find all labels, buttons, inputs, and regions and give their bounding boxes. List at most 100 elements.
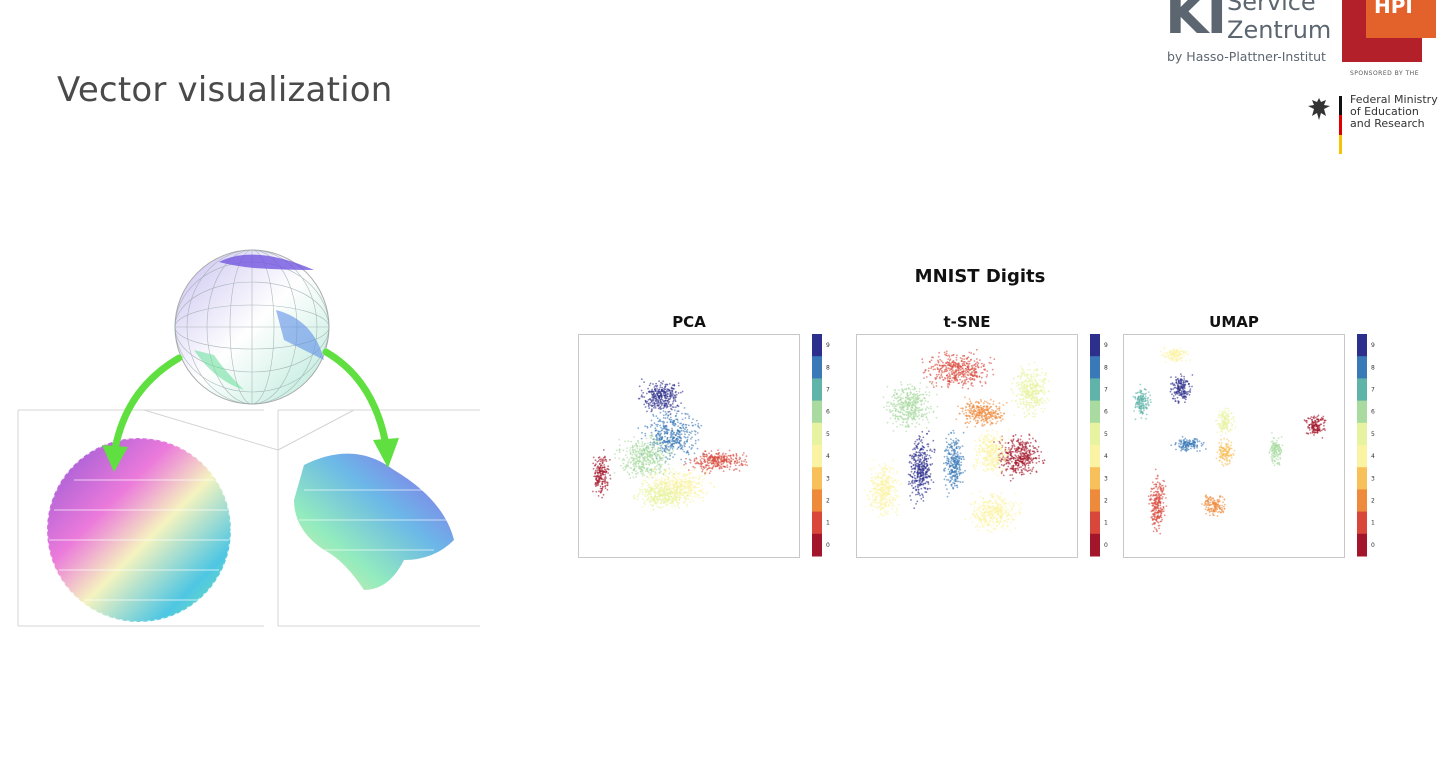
scatter-point: [982, 418, 984, 421]
scatter-point: [900, 393, 903, 395]
scatter-point: [677, 425, 680, 427]
scatter-point: [686, 505, 689, 508]
scatter-point: [918, 481, 921, 483]
scatter-point: [898, 403, 901, 406]
scatter-point: [1030, 453, 1033, 456]
scatter-point: [1004, 446, 1007, 449]
scatter-point: [740, 460, 743, 463]
scatter-point: [913, 388, 916, 391]
scatter-point: [703, 453, 706, 456]
scatter-point: [670, 471, 673, 474]
scatter-point: [1011, 455, 1014, 458]
scatter-point: [671, 423, 674, 426]
scatter-point: [655, 487, 658, 489]
scatter-point: [989, 356, 992, 359]
scatter-point: [664, 494, 667, 497]
scatter-point: [1013, 448, 1016, 450]
scatter-point: [672, 484, 674, 486]
scatter-point: [689, 479, 692, 482]
scatter-point: [651, 396, 654, 399]
scatter-point: [981, 385, 983, 387]
scatter-point: [649, 436, 652, 439]
scatter-point: [946, 462, 949, 465]
scatter-point: [909, 460, 911, 463]
scatter-point: [989, 405, 992, 408]
scatter-point: [675, 498, 678, 500]
scatter-point: [968, 422, 970, 425]
hpi-logo-inner: [1366, 0, 1436, 38]
scatter-point: [986, 420, 988, 423]
scatter-point: [600, 487, 603, 490]
scatter-point: [644, 432, 647, 435]
scatter-point: [936, 375, 938, 378]
scatter-point: [1026, 383, 1028, 385]
scatter-point: [679, 447, 682, 450]
scatter-point: [1038, 457, 1040, 460]
scatter-point: [615, 449, 618, 452]
scatter-point: [718, 467, 721, 469]
scatter-point: [713, 486, 715, 488]
scatter-point: [668, 450, 670, 453]
scatter-point: [650, 443, 652, 446]
scatter-point: [975, 413, 978, 415]
scatter-point: [1015, 440, 1018, 443]
scatter-point: [667, 499, 670, 502]
scatter-point: [886, 421, 889, 424]
scatter-point: [960, 461, 963, 464]
scatter-point: [685, 478, 687, 481]
scatter-point: [661, 505, 664, 508]
scatter-point: [927, 369, 930, 372]
scatter-point: [596, 479, 598, 482]
scatter-point: [1018, 442, 1021, 445]
scatter-point: [733, 469, 735, 472]
scatter-point: [926, 464, 929, 467]
scatter-point: [992, 403, 995, 406]
scatter-point: [1016, 467, 1019, 470]
scatter-point: [1012, 438, 1015, 441]
scatter-point: [655, 495, 658, 498]
scatter-point: [927, 445, 930, 448]
scatter-point: [661, 463, 663, 466]
scatter-point: [602, 478, 605, 481]
scatter-point: [960, 455, 962, 458]
scatter-point: [922, 469, 925, 472]
scatter-point: [653, 406, 655, 409]
scatter-point: [684, 428, 686, 431]
scatter-point: [647, 459, 650, 462]
scatter-point: [940, 373, 943, 375]
scatter-point: [891, 409, 894, 412]
scatter-point: [655, 423, 658, 426]
scatter-point: [986, 374, 988, 376]
scatter-point: [981, 362, 983, 365]
scatter-point: [910, 465, 913, 468]
scatter-point: [594, 469, 597, 472]
scatter-point: [687, 453, 690, 456]
scatter-point: [665, 460, 668, 463]
scatter-point: [714, 465, 717, 468]
scatter-point: [677, 505, 679, 507]
scatter-point: [980, 376, 983, 379]
scatter-point: [1015, 447, 1018, 450]
scatter-point: [652, 444, 654, 446]
scatter-point: [635, 463, 637, 466]
scatter-point: [718, 454, 721, 457]
scatter-point: [662, 410, 665, 412]
scatter-point: [914, 418, 917, 421]
scatter-point: [980, 372, 983, 374]
scatter-point: [1036, 392, 1039, 395]
scatter-point: [717, 461, 720, 464]
scatter-point: [640, 465, 643, 468]
scatter-point: [657, 460, 659, 463]
scatter-point: [635, 455, 637, 457]
scatter-point: [923, 451, 926, 454]
scatter-point: [668, 467, 671, 470]
scatter-point: [967, 409, 969, 411]
scatter-point: [659, 393, 662, 396]
scatter-point: [629, 466, 632, 469]
scatter-point: [675, 406, 677, 408]
scatter-point: [916, 406, 919, 409]
scatter-point: [1021, 452, 1024, 454]
scatter-point: [683, 483, 686, 486]
scatter-point: [935, 363, 937, 366]
scatter-point: [651, 462, 654, 465]
